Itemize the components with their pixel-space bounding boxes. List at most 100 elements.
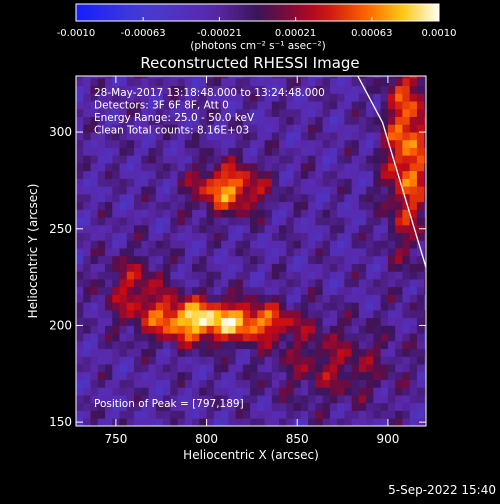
heatmap-pixel (134, 76, 142, 79)
heatmap-pixel (264, 209, 273, 218)
heatmap-pixel (206, 402, 215, 411)
heatmap-pixel (76, 85, 84, 94)
heatmap-pixel (286, 85, 295, 94)
heatmap-pixel (221, 178, 229, 187)
heatmap-pixel (286, 402, 295, 411)
heatmap-pixel (76, 201, 84, 210)
heatmap-pixel (264, 410, 273, 419)
heatmap-pixel (293, 387, 302, 396)
heatmap-pixel (141, 418, 149, 426)
heatmap-pixel (416, 77, 425, 87)
heatmap-pixel (97, 309, 106, 319)
heatmap-pixel (83, 364, 91, 373)
heatmap-pixel (134, 356, 142, 365)
heatmap-pixel (337, 209, 345, 218)
heatmap-pixel (90, 418, 99, 426)
heatmap-pixel (148, 147, 157, 156)
heatmap-pixel (221, 186, 229, 195)
heatmap-pixel (373, 193, 382, 203)
heatmap-pixel (351, 371, 360, 380)
heatmap-pixel (366, 170, 374, 179)
heatmap-pixel (271, 348, 280, 357)
heatmap-pixel (170, 178, 178, 187)
heatmap-pixel (329, 410, 338, 419)
heatmap-pixel (402, 224, 411, 234)
heatmap-pixel (387, 286, 396, 295)
heatmap-pixel (221, 309, 229, 319)
heatmap-pixel (308, 108, 316, 117)
heatmap-pixel (366, 248, 374, 257)
heatmap-pixel (329, 93, 338, 102)
heatmap-pixel (242, 85, 251, 94)
heatmap-pixel (402, 132, 411, 141)
heatmap-pixel (126, 279, 135, 288)
heatmap-pixel (402, 263, 411, 272)
heatmap-pixel (250, 387, 258, 396)
heatmap-pixel (242, 116, 251, 125)
heatmap-pixel (271, 340, 280, 350)
heatmap-pixel (148, 93, 157, 102)
heatmap-pixel (126, 201, 135, 210)
x-tick-label: 900 (376, 432, 399, 446)
heatmap-pixel (148, 232, 157, 241)
heatmap-pixel (213, 395, 222, 404)
heatmap-pixel (337, 395, 345, 404)
heatmap-pixel (344, 309, 353, 319)
heatmap-pixel (213, 309, 222, 319)
heatmap-pixel (242, 155, 251, 164)
heatmap-pixel (337, 178, 345, 187)
heatmap-pixel (155, 279, 164, 288)
heatmap-pixel (112, 201, 120, 210)
heatmap-pixel (337, 356, 345, 365)
heatmap-pixel (105, 333, 113, 342)
heatmap-pixel (380, 371, 389, 380)
heatmap-pixel (257, 77, 265, 87)
heatmap-pixel (76, 387, 84, 396)
heatmap-pixel (329, 348, 338, 357)
heatmap-pixel (264, 170, 273, 179)
heatmap-pixel (97, 340, 106, 350)
heatmap-pixel (358, 124, 367, 133)
heatmap-pixel (366, 201, 374, 210)
heatmap-pixel (155, 77, 164, 87)
heatmap-pixel (250, 209, 258, 218)
heatmap-pixel (112, 317, 120, 326)
heatmap-pixel (337, 217, 345, 226)
heatmap-pixel (155, 271, 164, 280)
heatmap-pixel (228, 302, 236, 311)
heatmap-pixel (221, 163, 229, 172)
heatmap-pixel (134, 155, 142, 164)
heatmap-pixel (308, 255, 316, 264)
heatmap-pixel (184, 418, 193, 426)
colorbar-tick-label: -0.00021 (197, 28, 242, 39)
heatmap-pixel (264, 116, 273, 125)
heatmap-pixel (242, 263, 251, 272)
heatmap-pixel (199, 163, 207, 172)
heatmap-pixel (402, 395, 411, 404)
heatmap-pixel (271, 248, 280, 257)
heatmap-pixel (90, 76, 99, 79)
heatmap-pixel (358, 85, 367, 94)
heatmap-pixel (112, 170, 120, 179)
heatmap-pixel (235, 309, 244, 319)
heatmap-pixel (163, 410, 171, 419)
heatmap-pixel (337, 325, 345, 334)
heatmap-pixel (119, 371, 128, 380)
heatmap-pixel (213, 387, 222, 396)
heatmap-pixel (126, 255, 135, 264)
heatmap-pixel (373, 224, 382, 234)
heatmap-pixel (300, 333, 309, 342)
heatmap-pixel (206, 101, 215, 110)
heatmap-pixel (105, 356, 113, 365)
heatmap-pixel (402, 76, 411, 79)
heatmap-pixel (308, 132, 316, 141)
heatmap-pixel (279, 263, 287, 272)
heatmap-pixel (337, 155, 345, 164)
heatmap-pixel (380, 139, 389, 148)
heatmap-pixel (300, 163, 309, 172)
heatmap-pixel (373, 302, 382, 311)
heatmap-pixel (76, 124, 84, 133)
heatmap-pixel (221, 286, 229, 295)
heatmap-pixel (105, 364, 113, 373)
heatmap-pixel (344, 93, 353, 102)
